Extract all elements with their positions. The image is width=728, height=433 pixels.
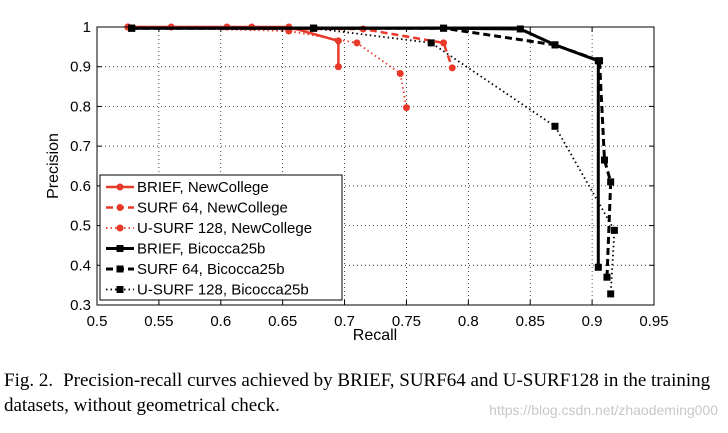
x-tick-label: 0.85 bbox=[516, 313, 545, 330]
x-tick-label: 0.95 bbox=[639, 313, 668, 330]
figure-caption: Fig. 2. Precision-recall curves achieved … bbox=[4, 368, 724, 418]
y-tick-label: 0.3 bbox=[70, 297, 91, 314]
legend: BRIEF, NewCollege SURF 64, NewCollege U-SU… bbox=[99, 174, 343, 301]
y-tick-label: 1 bbox=[83, 19, 91, 36]
data-point bbox=[448, 64, 456, 72]
y-axis-label: Precision bbox=[45, 133, 62, 199]
x-tick-label: 0.55 bbox=[144, 313, 173, 330]
x-tick-label: 0.9 bbox=[582, 313, 603, 330]
data-point bbox=[440, 39, 448, 47]
data-point bbox=[607, 290, 615, 298]
legend-box bbox=[99, 174, 343, 301]
legend-label: U-SURF 128, Bicocca25b bbox=[137, 282, 309, 299]
data-point bbox=[353, 39, 361, 47]
data-point bbox=[334, 37, 342, 45]
watermark: https://blog.csdn.net/zhaodeming000 bbox=[489, 402, 718, 418]
plot-frame bbox=[96, 26, 655, 306]
data-point bbox=[603, 273, 611, 281]
data-point bbox=[551, 41, 559, 49]
legend-entry-1: SURF 64, NewCollege bbox=[106, 200, 288, 217]
data-point bbox=[600, 156, 608, 164]
data-point bbox=[396, 69, 404, 77]
legend-label: SURF 64, Bicocca25b bbox=[137, 261, 285, 278]
precision-recall-chart: 0.5 0.55 0.6 0.65 0.7 0.75 0.8 0.85 0.9 0.95 0.30… bbox=[45, 19, 669, 340]
legend-marker bbox=[116, 265, 124, 273]
legend-label: BRIEF, Bicocca25b bbox=[137, 241, 265, 258]
legend-marker bbox=[116, 204, 124, 211]
legend-marker bbox=[116, 183, 124, 191]
data-point bbox=[607, 178, 615, 186]
series-line bbox=[127, 25, 340, 67]
y-tick-label: 0.5 bbox=[70, 218, 91, 235]
data-point bbox=[427, 39, 435, 47]
x-axis-ticks: 0.5 0.55 0.6 0.65 0.7 0.75 0.8 0.85 0.9 0.95 bbox=[87, 27, 669, 330]
series-line bbox=[127, 26, 408, 108]
series-0 bbox=[124, 23, 342, 71]
legend-entry-3: BRIEF, Bicocca25b bbox=[106, 241, 265, 258]
legend-label: BRIEF, NewCollege bbox=[137, 179, 269, 196]
legend-entry-4: SURF 64, Bicocca25b bbox=[106, 261, 285, 278]
y-axis-ticks: 0.3 0.4 0.5 0.6 0.7 0.8 0.9 1 bbox=[70, 19, 654, 314]
y-tick-label: 0.9 bbox=[70, 59, 91, 76]
legend-entry-0: BRIEF, NewCollege bbox=[106, 179, 269, 196]
legend-entry-2: U-SURF 128, NewCollege bbox=[106, 220, 312, 237]
x-tick-label: 0.65 bbox=[268, 313, 297, 330]
series-line bbox=[131, 26, 613, 278]
data-point bbox=[551, 122, 559, 130]
x-axis-label: Recall bbox=[353, 327, 397, 340]
legend-marker bbox=[116, 286, 124, 293]
y-tick-label: 0.8 bbox=[70, 98, 91, 115]
x-tick-label: 0.75 bbox=[392, 313, 421, 330]
data-point bbox=[594, 263, 602, 271]
caption-label: Fig. 2. bbox=[4, 370, 54, 391]
data-point bbox=[610, 226, 618, 234]
x-tick-label: 0.8 bbox=[458, 313, 479, 330]
x-tick-label: 0.5 bbox=[87, 313, 108, 330]
data-point bbox=[516, 25, 524, 33]
x-tick-label: 0.7 bbox=[334, 313, 355, 330]
data-point bbox=[596, 57, 604, 65]
caption-text: Precision-recall curves achieved by BRIE… bbox=[4, 370, 711, 416]
legend-entry-5: U-SURF 128, Bicocca25b bbox=[106, 282, 309, 299]
x-tick-label: 0.6 bbox=[210, 313, 231, 330]
series-5 bbox=[128, 24, 618, 298]
legend-marker bbox=[116, 245, 124, 252]
y-tick-label: 0.4 bbox=[70, 257, 91, 274]
data-point bbox=[402, 104, 410, 112]
data-point bbox=[310, 24, 318, 32]
y-tick-label: 0.6 bbox=[70, 178, 91, 195]
series-2 bbox=[124, 23, 410, 112]
legend-label: SURF 64, NewCollege bbox=[137, 200, 288, 217]
legend-marker bbox=[116, 224, 124, 232]
data-point bbox=[128, 24, 136, 32]
data-point bbox=[334, 63, 342, 71]
y-tick-label: 0.7 bbox=[70, 138, 91, 155]
legend-label: U-SURF 128, NewCollege bbox=[137, 220, 312, 237]
data-point bbox=[440, 24, 448, 32]
